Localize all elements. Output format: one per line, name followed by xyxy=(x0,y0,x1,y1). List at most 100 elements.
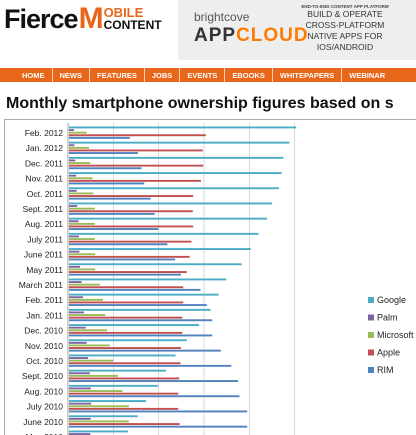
bar-apple xyxy=(69,331,183,334)
category-label: July 2011 xyxy=(27,234,63,244)
nav-webinar[interactable]: WEBINAR xyxy=(349,70,386,80)
bar-apple xyxy=(69,240,192,243)
nav-whitepapers[interactable]: WHITEPAPERS xyxy=(279,70,335,80)
bar-rim xyxy=(69,319,213,322)
bar-rim xyxy=(69,380,239,382)
nav-jobs[interactable]: JOBS xyxy=(151,70,173,80)
nav-separator xyxy=(143,68,145,82)
bar-google xyxy=(69,324,200,326)
category-label: Aug. 2010 xyxy=(24,386,63,396)
legend-label-apple: Apple xyxy=(377,348,400,358)
legend-swatch-palm xyxy=(368,314,374,321)
logo-mobile-text: OBILE xyxy=(103,5,144,20)
site-logo[interactable]: Fierce M OBILE CONTENT xyxy=(4,4,162,34)
bar-palm xyxy=(69,357,89,359)
bar-google xyxy=(69,217,268,220)
bar-palm xyxy=(69,235,79,238)
ad-cloud-word: CLOUD xyxy=(236,25,309,46)
bar-rim xyxy=(69,349,221,352)
nav-ebooks[interactable]: EBOOKS xyxy=(232,70,265,80)
nav-news[interactable]: NEWS xyxy=(59,70,83,80)
bar-rim xyxy=(69,258,176,261)
bar-palm xyxy=(69,311,84,314)
category-label: Feb. 2011 xyxy=(25,295,63,305)
bar-microsoft xyxy=(69,162,91,164)
ad-line-4: IOS/ANDROID xyxy=(316,42,374,52)
bar-rim xyxy=(69,243,168,246)
bar-palm xyxy=(69,402,92,405)
bar-microsoft xyxy=(69,177,93,180)
bar-palm xyxy=(69,159,76,162)
bar-microsoft xyxy=(69,390,123,392)
bar-apple xyxy=(69,225,194,228)
legend-label-palm: Palm xyxy=(377,313,398,323)
category-label: Jan. 2012 xyxy=(26,143,64,153)
bar-google xyxy=(69,339,187,342)
bar-rim xyxy=(69,212,155,215)
bar-palm xyxy=(69,205,78,207)
bar-microsoft xyxy=(69,268,96,271)
nav-events[interactable]: EVENTS xyxy=(187,70,218,80)
bar-microsoft xyxy=(69,314,106,316)
bar-apple xyxy=(69,377,180,380)
legend-label-google: Google xyxy=(377,295,406,305)
bar-apple xyxy=(69,316,183,319)
bar-palm xyxy=(69,189,77,192)
bar-google xyxy=(69,369,167,372)
logo-content-text: CONTENT xyxy=(103,18,162,32)
bar-rim xyxy=(69,364,232,367)
bar-apple xyxy=(69,164,204,167)
article-title: Monthly smartphone ownership figures bas… xyxy=(6,95,394,112)
category-label: Jan. 2011 xyxy=(26,310,63,320)
category-label: Sept. 2011 xyxy=(23,204,64,214)
bar-microsoft xyxy=(69,131,87,134)
bar-palm xyxy=(69,144,75,147)
bar-google xyxy=(69,415,138,418)
bar-rim xyxy=(69,273,181,276)
ad-copy: END-TO-END CONTENT APP PLATFORM BUILD & … xyxy=(282,4,408,53)
bar-microsoft xyxy=(69,344,110,347)
bar-palm xyxy=(69,265,80,268)
bar-apple xyxy=(69,149,203,152)
bar-apple xyxy=(69,423,180,425)
bar-google xyxy=(69,202,273,205)
bar-rim xyxy=(69,410,248,413)
advertisement-banner[interactable]: brightcove APPCLOUD END-TO-END CONTENT A… xyxy=(178,0,416,60)
bar-palm xyxy=(69,129,74,131)
nav-home[interactable]: HOME xyxy=(22,70,45,80)
ad-appcloud-logo: APPCLOUD xyxy=(194,25,309,47)
bar-palm xyxy=(69,174,77,177)
bar-rim xyxy=(69,334,213,337)
category-label: March 2011 xyxy=(19,280,64,290)
legend-swatch-rim xyxy=(368,367,374,373)
nav-features[interactable]: FEATURES xyxy=(97,70,137,80)
bar-palm xyxy=(69,387,91,390)
bar-palm xyxy=(69,250,80,253)
bar-microsoft xyxy=(69,283,100,286)
bar-google xyxy=(69,172,282,174)
smartphone-ownership-chart: Feb. 2012 Jan. 2012 Dec. 2011 Nov. 2011 Oct.… xyxy=(19,123,414,435)
ad-brand: brightcove xyxy=(194,10,250,24)
bar-rim xyxy=(69,197,151,200)
bar-palm xyxy=(69,433,91,435)
ad-line-1: BUILD & OPERATE xyxy=(307,9,383,19)
bar-palm xyxy=(69,326,86,329)
bar-palm xyxy=(69,417,91,420)
bar-apple xyxy=(69,134,206,137)
category-label: Dec. 2010 xyxy=(24,326,63,336)
category-label: May 2010 xyxy=(26,432,64,435)
category-label: May 2011 xyxy=(26,265,63,275)
nav-separator xyxy=(89,68,90,82)
category-label: Sept. 2010 xyxy=(22,371,63,381)
bar-google xyxy=(69,187,279,190)
bar-google xyxy=(69,141,290,144)
logo-fierce-text: Fierce xyxy=(4,3,79,34)
bar-google xyxy=(69,400,147,402)
bar-google xyxy=(69,126,297,129)
bar-palm xyxy=(69,281,82,283)
legend-swatch-google xyxy=(368,297,374,303)
bar-google xyxy=(69,232,259,235)
bar-apple xyxy=(69,179,201,182)
bar-rim xyxy=(69,182,145,185)
bar-google xyxy=(69,384,158,387)
